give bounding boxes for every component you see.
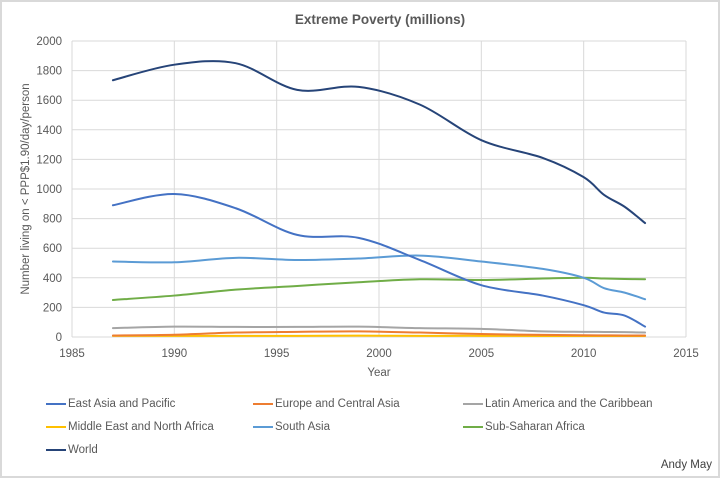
x-tick-label: 2015 [673,348,699,360]
y-tick-label: 0 [56,332,62,344]
x-tick-label: 1985 [59,348,85,360]
series-line-south-asia [111,254,647,301]
legend-item: Latin America and the Caribbean [463,398,653,410]
legend-item: Middle East and North Africa [46,421,214,433]
legend-swatch [253,403,273,405]
y-tick-label: 1600 [36,95,62,107]
y-axis-label: Number living on < PPP$1.90/day/person [20,83,32,294]
legend-item: Europe and Central Asia [253,398,400,410]
legend-label: Europe and Central Asia [275,398,400,410]
legend-swatch [463,403,483,405]
legend-swatch [253,426,273,428]
legend-item: South Asia [253,421,330,433]
x-axis-label: Year [367,367,390,379]
legend-label: World [68,444,98,456]
x-tick-labels: 1985 1990 1995 2000 2005 2010 2015 [59,348,699,360]
y-tick-label: 400 [43,273,62,285]
x-tick-label: 2010 [571,348,597,360]
legend-label: East Asia and Pacific [68,398,176,410]
y-tick-label: 1800 [36,66,62,78]
y-tick-label: 600 [43,243,62,255]
x-tick-label: 1995 [264,348,290,360]
legend-item: East Asia and Pacific [46,398,175,410]
gridlines [71,40,687,338]
chart-title: Extreme Poverty (millions) [295,12,465,27]
legend-swatch [463,426,483,428]
legend-label: South Asia [275,421,330,433]
x-tick-label: 1990 [162,348,188,360]
series-line-east-asia-and-pacific [111,193,647,328]
legend-label: Sub-Saharan Africa [485,421,585,433]
series-line-sub-saharan-africa [111,276,647,301]
y-tick-label: 1000 [36,184,62,196]
y-tick-label: 2000 [36,36,62,48]
y-tick-labels: 0 200 400 600 800 1000 1200 1400 1600 1800 2000 [36,36,62,344]
x-tick-label: 2000 [366,348,392,360]
legend-swatch [46,403,66,405]
legend-item: World [46,444,98,456]
x-tick-label: 2005 [469,348,495,360]
legend-item: Sub-Saharan Africa [463,421,585,433]
legend-label: Middle East and North Africa [68,421,214,433]
legend-swatch [46,426,66,428]
y-tick-label: 1200 [36,154,62,166]
y-tick-label: 800 [43,214,62,226]
series-lines [111,60,647,337]
y-tick-label: 200 [43,302,62,314]
series-line-world [111,60,647,225]
legend-swatch [46,449,66,451]
y-tick-label: 1400 [36,125,62,137]
series-line-europe-and-central-asia [111,330,647,337]
legend-label: Latin America and the Caribbean [485,398,653,410]
series-line-latin-america-and-the-caribbean [111,325,647,334]
credit-text: Andy May [660,459,712,471]
